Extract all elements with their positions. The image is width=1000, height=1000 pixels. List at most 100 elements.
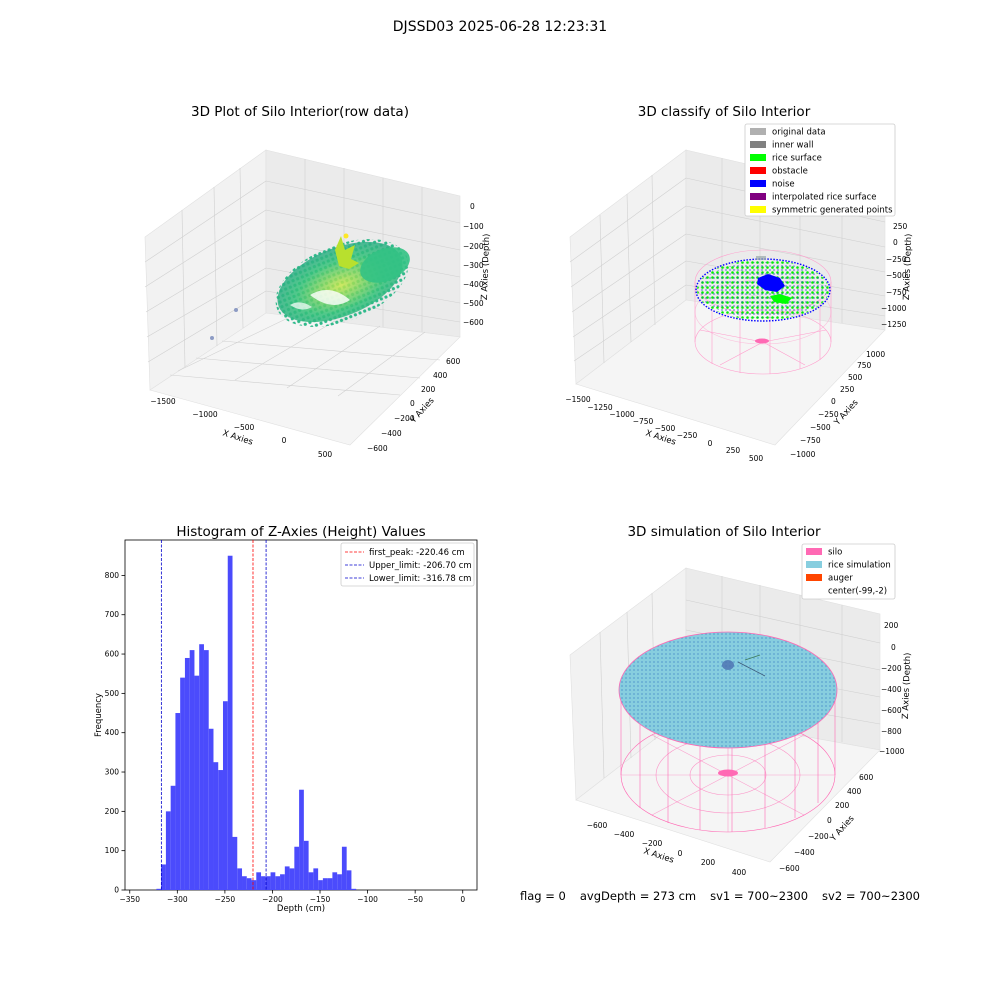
y-tick: 100 — [105, 846, 120, 855]
sv1-text: sv1 = 700~2300 — [710, 889, 809, 903]
x-tick: 250 — [726, 446, 741, 455]
x-tick: −1000 — [609, 410, 635, 419]
legend-item: original data — [772, 128, 826, 138]
legend-item: Lower_limit: -316.78 cm — [369, 574, 471, 584]
z-tick: −600 — [463, 318, 484, 327]
histogram-bar — [289, 868, 295, 890]
y-tick: 600 — [859, 773, 874, 782]
y-tick: −600 — [779, 864, 800, 873]
y-tick: 250 — [840, 385, 855, 394]
flag-text: flag = 0 — [520, 889, 566, 903]
histogram-bar — [194, 675, 200, 890]
x-tick: −250 — [215, 895, 236, 904]
z-tick: −100 — [463, 222, 484, 231]
z-tick: −400 — [463, 280, 484, 289]
y-tick: 0 — [831, 397, 836, 406]
figure-title: DJSSD03 2025-06-28 12:23:31 — [393, 19, 607, 35]
x-tick: −750 — [633, 417, 654, 426]
x-tick: 500 — [318, 450, 333, 459]
x-tick: −50 — [407, 895, 423, 904]
legend-swatch — [806, 574, 822, 581]
legend-swatch — [806, 548, 822, 555]
panel-raw-3d: 3D Plot of Silo Interior(row data) — [144, 104, 492, 459]
histogram-bar — [208, 728, 214, 890]
z-axis-label: Z Axies (Depth) — [902, 233, 914, 300]
avg-depth-text: avgDepth = 273 cm — [579, 889, 697, 903]
z-tick: −1000 — [879, 747, 905, 756]
x-tick: −200 — [262, 895, 283, 904]
z-tick: −200 — [881, 664, 902, 673]
histogram-bar — [303, 840, 309, 890]
y-tick: 1000 — [866, 350, 885, 359]
histogram-bar — [270, 872, 276, 890]
histogram-bar — [261, 876, 266, 890]
z-tick: 250 — [893, 222, 908, 231]
y-tick: 500 — [105, 689, 120, 698]
legend-item: center(-99,-2) — [828, 587, 887, 597]
legend-item: obstacle — [772, 167, 808, 177]
x-tick: 500 — [749, 454, 764, 463]
y-tick: 400 — [105, 728, 120, 737]
legend: silo rice simulation auger center(-99,-2… — [801, 543, 896, 600]
legend: first_peak: -220.46 cm Upper_limit: -206… — [340, 542, 475, 587]
legend-swatch — [750, 141, 766, 148]
legend-item: Upper_limit: -206.70 cm — [369, 561, 472, 571]
x-tick: 0 — [282, 436, 287, 445]
y-tick: −400 — [381, 429, 402, 438]
status-footer: flag = 0 avgDepth = 273 cm sv1 = 700~2300 s… — [520, 889, 934, 903]
y-tick: 0 — [827, 816, 832, 825]
histogram-bar — [218, 770, 223, 890]
y-tick: −200 — [808, 832, 829, 841]
legend-item: silo — [828, 548, 842, 558]
histogram-bar — [165, 811, 171, 890]
y-tick: 400 — [847, 787, 862, 796]
histogram-bar — [313, 868, 319, 890]
y-tick: 0 — [410, 399, 415, 408]
y-tick: 600 — [446, 357, 461, 366]
histogram-bar — [346, 870, 352, 890]
z-axis-label: Z Axies (Depth) — [480, 233, 492, 300]
x-tick: 0 — [708, 439, 713, 448]
y-tick: 400 — [433, 371, 448, 380]
y-tick: 200 — [105, 807, 120, 816]
y-tick: −200 — [394, 414, 415, 423]
legend-swatch — [750, 128, 766, 135]
x-tick: −1500 — [150, 397, 176, 406]
histogram-bar — [332, 872, 338, 890]
x-tick: 0 — [460, 895, 465, 904]
x-axis-label: X Axies — [642, 846, 675, 865]
histogram-bar — [184, 657, 190, 890]
panel-histogram: Histogram of Z-Axies (Height) Values −35… — [94, 524, 478, 914]
x-tick: −250 — [677, 431, 698, 440]
y-tick: 200 — [421, 385, 436, 394]
x-tick: −200 — [642, 839, 663, 848]
histogram-bar — [294, 846, 300, 890]
y-axis-label: Frequency — [94, 693, 104, 737]
histogram-bar — [189, 650, 195, 890]
histogram-bar — [275, 876, 281, 890]
histogram-bar — [318, 880, 323, 890]
y-tick: 500 — [848, 373, 863, 382]
y-tick: 0 — [114, 886, 119, 895]
histogram-bar — [308, 872, 314, 890]
x-tick: −500 — [655, 424, 676, 433]
histogram-bar — [299, 789, 304, 890]
x-tick: −1500 — [565, 395, 591, 404]
z-tick: −500 — [886, 271, 907, 280]
legend-item: rice surface — [772, 154, 822, 164]
histogram-bar — [213, 762, 219, 890]
z-tick: 0 — [891, 643, 896, 652]
z-tick: −250 — [886, 255, 907, 264]
y-tick: 200 — [835, 801, 850, 810]
legend-item: symmetric generated points — [772, 206, 893, 216]
histogram-bar — [161, 864, 166, 890]
raw-point-cloud — [210, 233, 410, 340]
x-tick: −1000 — [192, 410, 218, 419]
histogram-bar — [242, 876, 247, 890]
x-tick: −350 — [119, 895, 140, 904]
z-axis-label: Z Axies (Depth) — [901, 652, 913, 719]
x-tick: −100 — [357, 895, 378, 904]
legend: original data inner wall rice surface ob… — [744, 123, 896, 217]
z-tick: −600 — [881, 706, 902, 715]
histogram-bar — [180, 677, 185, 890]
